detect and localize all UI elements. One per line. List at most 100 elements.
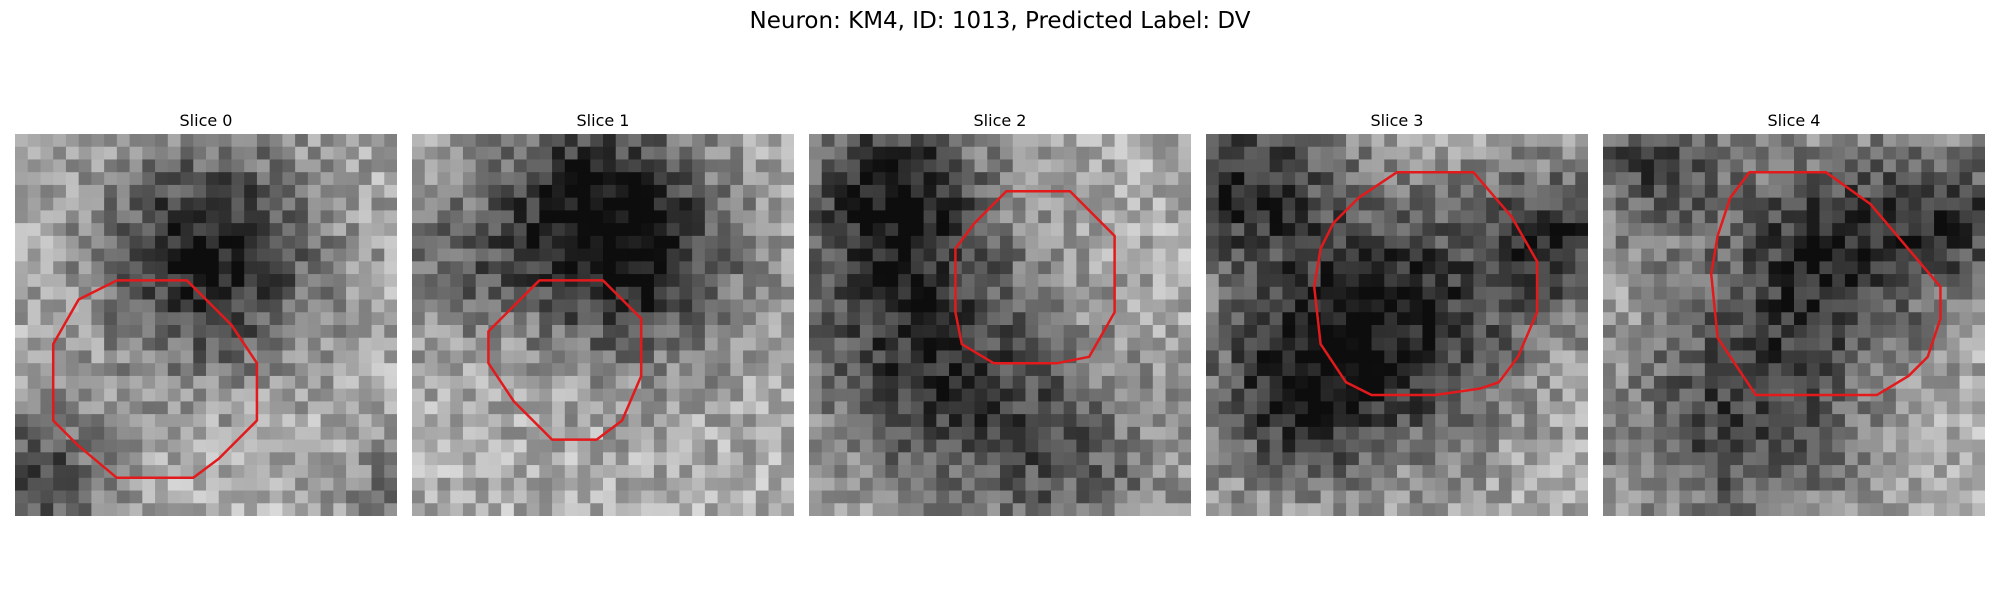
- pixel: [834, 210, 848, 224]
- pixel: [155, 261, 169, 275]
- pixel: [1346, 299, 1360, 313]
- pixel: [1320, 325, 1334, 339]
- pixel: [730, 146, 744, 160]
- pixel: [781, 312, 794, 326]
- pixel: [1641, 401, 1655, 415]
- pixel: [1679, 477, 1693, 492]
- pixel: [384, 261, 397, 275]
- pixel: [1794, 465, 1808, 479]
- pixel: [437, 503, 451, 516]
- pixel: [704, 477, 719, 492]
- pixel: [333, 235, 347, 250]
- pixel: [450, 197, 464, 211]
- pixel: [539, 477, 553, 492]
- pixel: [1549, 375, 1564, 390]
- pixel: [1832, 274, 1846, 288]
- pixel: [1717, 312, 1731, 326]
- pixel: [1231, 184, 1245, 199]
- pixel: [1206, 325, 1220, 339]
- pixel: [1653, 197, 1668, 211]
- pixel: [1908, 490, 1922, 504]
- pixel: [1012, 325, 1026, 339]
- pixel: [641, 248, 655, 262]
- pixel: [307, 274, 322, 288]
- pixel: [1435, 375, 1449, 390]
- pixel: [1025, 134, 1039, 148]
- pixel: [1422, 465, 1436, 479]
- pixel: [129, 426, 143, 441]
- pixel: [180, 325, 194, 339]
- pixel: [193, 261, 207, 275]
- pixel: [1486, 465, 1500, 479]
- pixel: [1768, 134, 1782, 148]
- pixel: [1511, 197, 1525, 211]
- pixel: [666, 401, 680, 415]
- pixel: [628, 363, 642, 377]
- pixel: [1114, 350, 1128, 364]
- pixel: [1295, 439, 1309, 453]
- pixel: [1524, 223, 1538, 237]
- pixel: [1908, 172, 1922, 186]
- pixel: [1114, 337, 1128, 351]
- pixel: [1730, 210, 1744, 224]
- pixel: [1333, 159, 1347, 173]
- pixel: [295, 452, 309, 466]
- pixel: [552, 261, 566, 275]
- pixel: [1549, 235, 1564, 250]
- pixel: [1269, 477, 1283, 492]
- pixel: [1959, 465, 1973, 479]
- pixel: [755, 197, 770, 211]
- pixel: [1447, 312, 1462, 326]
- pixel: [1934, 261, 1948, 275]
- pixel: [1781, 503, 1795, 516]
- pixel: [358, 134, 373, 148]
- pixel: [1295, 325, 1309, 339]
- pixel: [1628, 184, 1642, 199]
- pixel: [40, 197, 54, 211]
- pixel: [462, 210, 477, 224]
- pixel: [1549, 490, 1564, 504]
- pixel: [27, 146, 41, 160]
- pixel: [1320, 426, 1334, 441]
- pixel: [1575, 235, 1588, 250]
- pixel: [1921, 223, 1935, 237]
- pixel: [40, 172, 54, 186]
- pixel: [1025, 248, 1039, 262]
- pixel: [1165, 235, 1179, 250]
- pixel: [1409, 184, 1423, 199]
- pixel: [1269, 235, 1283, 250]
- pixel: [269, 172, 283, 186]
- pixel: [1486, 184, 1500, 199]
- pixel: [116, 223, 131, 237]
- pixel: [142, 325, 156, 339]
- pixel: [1384, 248, 1398, 262]
- pixel: [1063, 146, 1077, 160]
- pixel: [1615, 274, 1629, 288]
- pixel: [384, 274, 397, 288]
- pixel: [53, 363, 67, 377]
- pixel: [1152, 312, 1167, 326]
- pixel: [1641, 477, 1655, 492]
- pixel: [1140, 134, 1154, 148]
- pixel: [437, 426, 451, 441]
- pixel: [437, 159, 451, 173]
- pixel: [961, 286, 976, 301]
- pixel: [539, 223, 553, 237]
- pixel: [1140, 299, 1154, 313]
- pixel: [333, 465, 347, 479]
- pixel: [1844, 312, 1859, 326]
- pixel: [679, 465, 693, 479]
- pixel: [1256, 325, 1271, 339]
- pixel: [974, 223, 988, 237]
- pixel: [730, 388, 744, 402]
- pixel: [412, 184, 426, 199]
- pixel: [847, 337, 861, 351]
- pixel: [231, 146, 245, 160]
- pixel: [704, 197, 719, 211]
- pixel: [603, 299, 617, 313]
- pixel: [513, 197, 528, 211]
- pixel: [1870, 134, 1884, 148]
- pixel: [155, 465, 169, 479]
- pixel: [1256, 248, 1271, 262]
- pixel: [320, 299, 334, 313]
